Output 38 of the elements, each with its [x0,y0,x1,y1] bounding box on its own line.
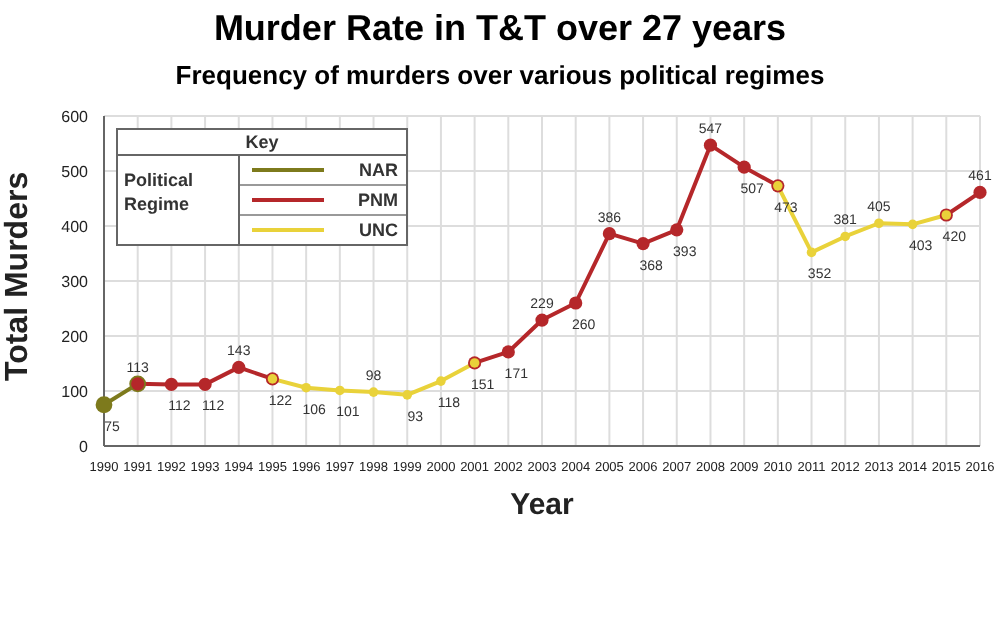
y-tick-label: 400 [61,217,90,236]
point [335,385,345,396]
y-tick-label: 200 [61,327,90,346]
point [907,219,918,230]
point [402,390,413,400]
point [501,345,515,359]
legend-label: PNM [358,190,398,210]
point [973,185,987,200]
point [368,387,379,397]
y-tick-label: 500 [61,162,90,181]
y-tick-label: 300 [61,272,90,291]
chart-title: Murder Rate in T&T over 27 years [211,8,789,50]
legend-label: NAR [359,160,398,180]
y-tick-label: 100 [61,382,90,401]
y-tick-label: 600 [61,107,90,126]
point [602,227,616,241]
point [436,376,446,386]
point [806,247,817,258]
point [737,160,751,174]
legend-title: Key [118,130,406,156]
annotation: Political Regime [118,156,240,244]
legend-label: UNC [359,220,398,240]
point [569,296,583,310]
point [670,223,684,237]
point [636,237,650,251]
point [198,377,212,391]
y-tick-label: 0 [79,437,90,456]
point [703,138,718,152]
point [232,360,246,374]
point [874,218,884,229]
x-axis-title: Year [510,488,575,522]
point [95,396,113,414]
point [535,313,549,327]
point [164,377,178,391]
chart-subtitle: Frequency of murders over various political regimes [173,60,827,90]
y-axis-title: Total Murders [1,171,36,381]
point [840,231,851,242]
point [301,382,311,393]
